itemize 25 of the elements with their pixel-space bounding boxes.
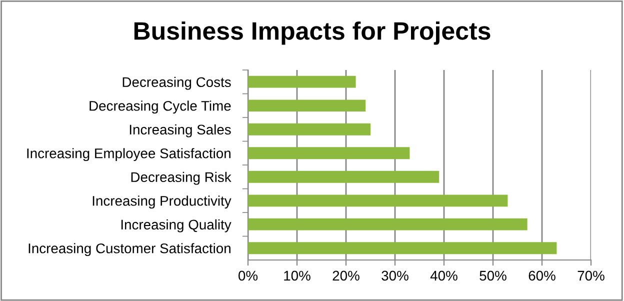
x-tick-label: 30% (382, 270, 408, 281)
y-tick-label: Decreasing Cycle Time (90, 100, 231, 114)
x-tick-label: 70% (578, 270, 604, 281)
x-tick-label: 0% (238, 270, 258, 281)
bar (248, 242, 557, 254)
x-tick-label: 10% (284, 270, 310, 281)
y-tick-label: Increasing Productivity (92, 196, 232, 209)
x-tick-label: 20% (332, 270, 360, 281)
y-tick-label: Increasing Employee Satisfaction (27, 148, 230, 162)
y-tick-label: Increasing Customer Satisfaction (28, 243, 230, 256)
chart-title: Business Impacts for Projects (134, 21, 490, 45)
y-tick-label: Increasing Sales (130, 124, 231, 138)
y-tick-label: Increasing Quality (121, 219, 232, 232)
x-tick-label: 40% (430, 270, 458, 281)
bar (248, 170, 440, 183)
bar (248, 100, 366, 112)
bar (248, 147, 410, 160)
bar (248, 76, 356, 88)
x-tick-label: 60% (528, 270, 556, 281)
bar (248, 194, 508, 207)
bar (248, 218, 528, 230)
y-tick-label: Decreasing Costs (122, 76, 231, 90)
y-tick-label: Decreasing Risk (131, 172, 232, 185)
x-tick-label: 50% (480, 270, 506, 281)
bar (248, 123, 370, 136)
